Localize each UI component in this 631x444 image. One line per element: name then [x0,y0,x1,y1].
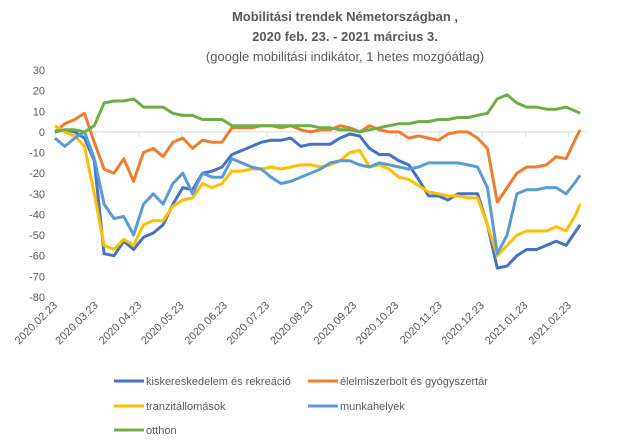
x-tick-label: 2021.02.23 [527,300,574,347]
chart-title-line-1: Mobilitási trendek Németországban , [232,9,458,24]
legend-label: munkahelyek [340,401,405,413]
series-line-0 [54,128,582,270]
x-tick-label: 2020.05.23 [139,300,186,347]
x-tick-label: 2020.03.23 [53,300,100,347]
chart-subtitle: (google mobilitási indikátor, 1 hetes mo… [206,49,484,64]
x-tick-label: 2020.04.23 [97,300,144,347]
legend-label: otthon [146,425,177,437]
y-tick-label: -40 [29,209,45,221]
legend-item: otthon [114,425,177,437]
y-tick-label: -60 [29,251,45,263]
chart-title-line-2: 2020 feb. 23. - 2021 március 3. [252,29,438,44]
y-tick-label: 0 [39,127,45,139]
x-tick-label: 2020.07.23 [225,300,272,347]
series-line-1 [54,111,582,204]
x-tick-label: 2020.09.23 [312,300,359,347]
x-tick-label: 2020.02.23 [13,300,60,347]
legend-label: kiskereskedelem és rekreáció [146,376,291,388]
y-tick-label: -20 [29,168,45,180]
y-tick-label: -50 [29,230,45,242]
legend-item: tranzitállomások [114,401,226,413]
x-tick-label: 2020.08.23 [268,300,315,347]
legend-item: kiskereskedelem és rekreáció [114,376,291,388]
y-tick-label: -70 [29,271,45,283]
x-tick-label: 2021.01.23 [483,300,530,347]
x-tick-label: 2020.10.23 [354,300,401,347]
y-tick-label: -30 [29,189,45,201]
legend-label: tranzitállomások [146,401,226,413]
legend-label: élelmiszerbolt és gyógyszertár [340,376,488,388]
y-tick-label: 10 [33,106,45,118]
y-tick-label: 20 [33,86,45,98]
y-tick-label: -80 [29,292,45,304]
x-tick-label: 2020.06.23 [183,300,230,347]
series-line-4 [54,93,581,134]
y-tick-label: 30 [33,65,45,77]
legend-item: munkahelyek [308,401,405,413]
series-line-2 [54,124,582,258]
x-tick-label: 2020.11.23 [398,300,445,347]
legend-item: élelmiszerbolt és gyógyszertár [308,376,488,388]
y-tick-label: -10 [29,148,45,160]
series-line-3 [54,130,582,256]
x-tick-label: 2020.12.23 [440,300,487,347]
